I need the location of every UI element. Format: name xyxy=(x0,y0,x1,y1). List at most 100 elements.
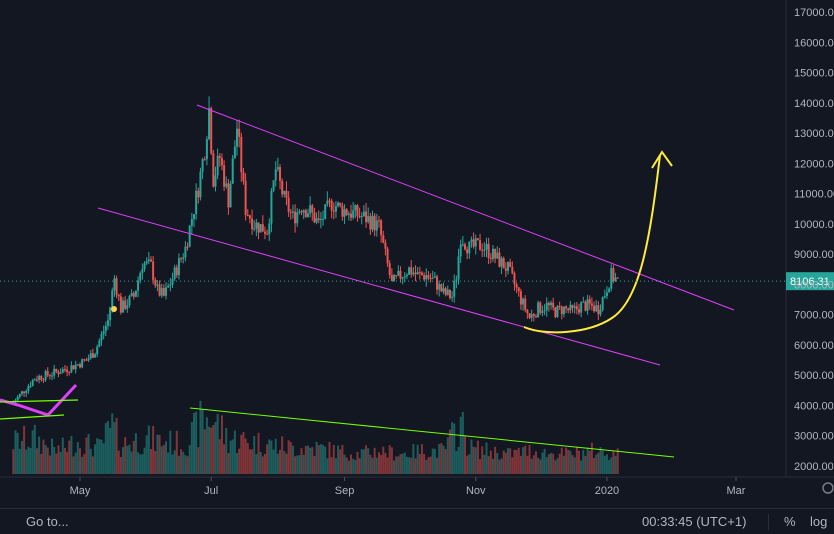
candle-body xyxy=(545,302,548,311)
volume-bar xyxy=(362,449,365,474)
candle-body xyxy=(270,190,273,224)
candle-body xyxy=(145,261,148,264)
volume-bar xyxy=(420,444,423,474)
candle-body xyxy=(448,289,451,298)
candle-body xyxy=(371,215,374,230)
candle-body xyxy=(610,268,613,289)
candle-body xyxy=(109,307,112,321)
candle-body xyxy=(522,298,525,305)
candle-body xyxy=(575,306,578,310)
candle-body xyxy=(188,225,191,247)
volume-bar xyxy=(240,434,243,474)
volume-bar xyxy=(382,446,385,474)
volume-bar xyxy=(397,456,400,474)
candle-body xyxy=(334,206,337,212)
settings-gear-icon[interactable] xyxy=(822,482,834,494)
volume-bar xyxy=(63,447,66,474)
candle-body xyxy=(294,211,297,224)
volume-bar xyxy=(167,452,170,474)
percent-scale-toggle[interactable]: % xyxy=(784,514,796,529)
volume-bar xyxy=(537,457,540,474)
price-chart[interactable]: 8106.31 17000.00 16000.00 15000.00 14000.00 1… xyxy=(0,0,834,508)
volume-bar xyxy=(427,457,430,474)
candle-body xyxy=(274,169,277,181)
candle-body xyxy=(541,311,544,313)
volume-bar xyxy=(315,441,318,474)
volume-bar xyxy=(158,434,161,474)
candle-body xyxy=(558,305,561,307)
candle-body xyxy=(309,205,312,214)
volume-bar xyxy=(180,449,183,474)
candle-body xyxy=(515,284,518,288)
volume-bar xyxy=(390,447,393,474)
volume-bar xyxy=(451,422,454,474)
candle-body xyxy=(425,275,428,280)
channel-lower-line[interactable] xyxy=(97,207,661,366)
log-scale-toggle[interactable]: log xyxy=(810,514,828,529)
candle-body xyxy=(76,364,79,366)
volume-trend-line[interactable] xyxy=(189,407,675,458)
volume-bar xyxy=(300,448,303,474)
volume-bar xyxy=(405,456,408,474)
support-line-upper[interactable] xyxy=(0,399,79,403)
candle-body xyxy=(326,200,329,205)
volume-bar xyxy=(89,448,92,474)
candle-body xyxy=(405,274,408,277)
volume-bar xyxy=(42,439,45,474)
candle-body xyxy=(46,371,49,376)
y-tick-label: 11000.00 xyxy=(794,189,834,201)
volume-bar xyxy=(461,411,464,474)
volume-bar xyxy=(160,446,163,474)
volume-bar xyxy=(70,435,73,474)
volume-bar xyxy=(547,454,550,474)
volume-bar xyxy=(515,450,518,474)
y-tick-label: 6000.00 xyxy=(794,340,834,352)
candle-body xyxy=(468,241,471,254)
candle-body xyxy=(354,205,357,211)
volume-bar xyxy=(199,400,202,474)
volume-bar xyxy=(440,443,443,474)
event-marker[interactable] xyxy=(111,306,117,312)
candle-body xyxy=(339,202,342,206)
channel-upper-line[interactable] xyxy=(196,104,735,311)
candle-body xyxy=(608,288,611,293)
volume-bar xyxy=(143,447,146,474)
candle-body xyxy=(476,238,479,241)
volume-bar xyxy=(190,422,193,474)
volume-bar xyxy=(433,448,436,474)
volume-bar xyxy=(238,448,241,474)
candle-body xyxy=(358,216,361,218)
volume-bar xyxy=(212,425,215,474)
candle-body xyxy=(375,220,378,231)
volume-bar xyxy=(601,450,604,474)
volume-bar xyxy=(72,456,75,474)
candle-body xyxy=(466,249,469,254)
candle-body xyxy=(616,277,619,279)
volume-bar xyxy=(257,432,260,474)
volume-bar xyxy=(590,442,593,474)
candle-body xyxy=(313,212,316,223)
candle-body xyxy=(98,340,101,347)
volume-bar xyxy=(66,451,69,474)
volume-bar xyxy=(573,457,576,474)
candle-body xyxy=(603,296,606,298)
volume-bar xyxy=(115,417,118,474)
support-line-lower[interactable] xyxy=(0,414,65,420)
candle-body xyxy=(70,365,73,373)
volume-bar xyxy=(350,454,353,474)
volume-bar xyxy=(25,449,28,474)
candle-body xyxy=(266,233,269,235)
volume-bar xyxy=(498,459,501,474)
candle-body xyxy=(79,364,81,368)
volume-bar xyxy=(560,447,563,474)
volume-bar xyxy=(162,444,165,474)
volume-bar xyxy=(373,447,376,474)
candle-body xyxy=(87,358,90,361)
candle-body xyxy=(324,204,327,219)
candle-body xyxy=(539,302,542,313)
goto-button[interactable]: Go to... xyxy=(26,514,69,529)
breakout-arrow-curve[interactable] xyxy=(523,154,661,334)
volume-bar xyxy=(436,457,439,474)
volume-bar xyxy=(509,448,512,474)
